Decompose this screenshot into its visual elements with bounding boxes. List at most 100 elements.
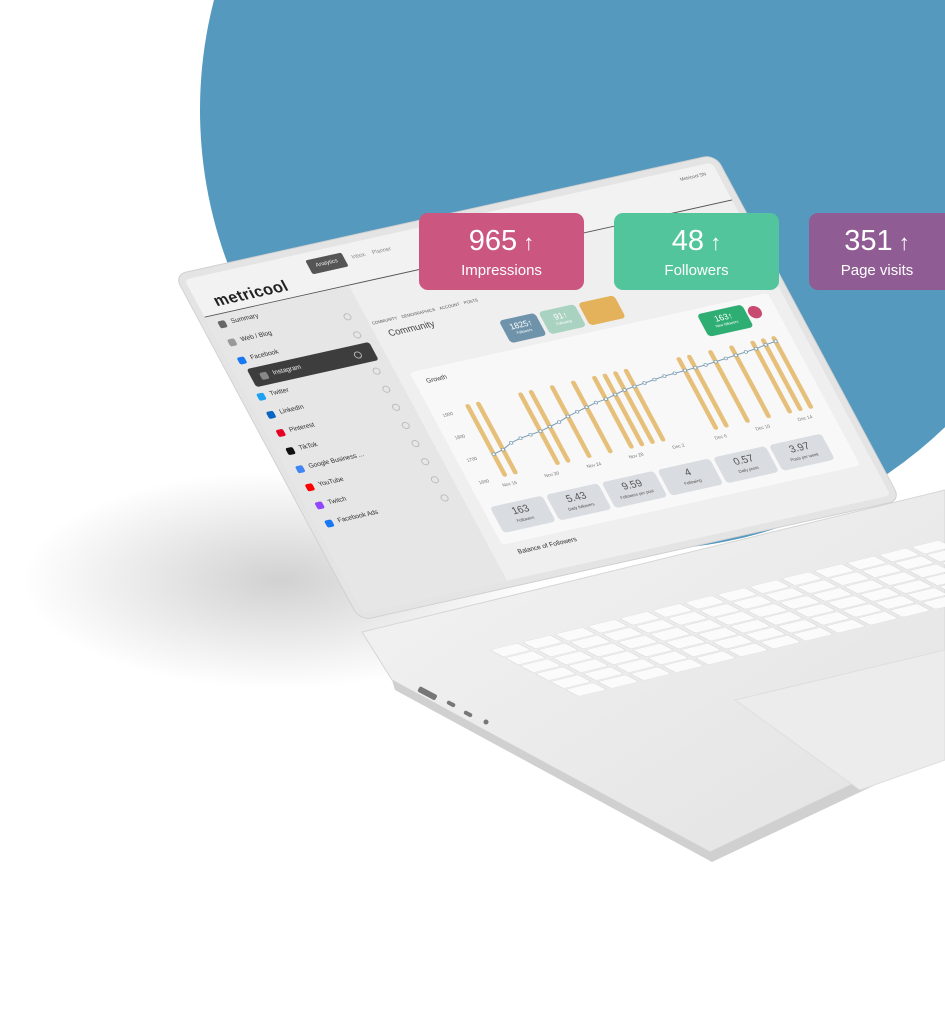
x-tick-label: Dec 14 xyxy=(797,414,815,423)
key xyxy=(680,643,721,657)
key xyxy=(682,619,723,633)
page-visits-label: Page visits xyxy=(840,262,914,279)
bar xyxy=(592,375,634,449)
data-point xyxy=(713,359,718,364)
subtab-account[interactable]: ACCOUNT xyxy=(438,301,461,311)
data-point xyxy=(723,356,728,361)
posts-summary-card xyxy=(577,295,626,326)
bar xyxy=(518,392,560,465)
data-point xyxy=(743,350,748,354)
key xyxy=(652,603,693,617)
key xyxy=(825,619,866,633)
data-point xyxy=(763,343,768,347)
user-brand[interactable]: Metricool SN xyxy=(679,171,708,183)
data-point xyxy=(693,365,698,370)
keyboard xyxy=(490,540,945,697)
data-point xyxy=(652,377,657,382)
stat-card: 0.57 Daily posts xyxy=(713,445,780,484)
sidebar-item-label: Instagram xyxy=(271,364,303,377)
key xyxy=(602,627,643,641)
x-tick-label: Dec 6 xyxy=(714,433,729,441)
followers-value: 48 xyxy=(671,225,705,257)
add-icon[interactable] xyxy=(390,402,402,412)
add-icon[interactable] xyxy=(400,420,411,430)
subtab-community[interactable]: COMMUNITY xyxy=(371,315,399,326)
data-point xyxy=(733,353,738,357)
data-point xyxy=(518,436,523,440)
following-summary-card: 91↑ Following xyxy=(538,304,587,335)
pinterest-icon xyxy=(275,428,287,437)
key xyxy=(844,580,885,594)
page-visits-card: 351 ↑ Page visits xyxy=(809,213,945,290)
tab-analytics[interactable]: Analytics xyxy=(305,252,349,275)
sidebar-item-label: LinkedIn xyxy=(278,404,306,416)
key xyxy=(583,667,624,681)
add-icon[interactable] xyxy=(438,493,450,502)
tab-planner[interactable]: Planner xyxy=(371,246,393,256)
bar xyxy=(687,354,729,428)
bar xyxy=(549,385,592,458)
add-icon[interactable] xyxy=(352,350,364,359)
bar xyxy=(571,380,613,454)
key xyxy=(842,603,883,617)
arrow-up-icon: ↑ xyxy=(898,230,910,255)
x-tick-label: Dec 10 xyxy=(755,424,773,433)
add-icon[interactable] xyxy=(409,438,421,448)
twitter-icon xyxy=(255,392,267,401)
sidebar-item-label: YouTube xyxy=(317,476,346,488)
subtab-demographics[interactable]: DEMOGRAPHICS xyxy=(400,307,437,319)
bar xyxy=(476,401,518,475)
data-point xyxy=(565,414,570,419)
sidebar-item-label: Facebook Ads xyxy=(336,509,380,525)
y-tick-label: 1900 xyxy=(442,411,455,419)
data-point xyxy=(753,346,759,351)
arrow-up-icon: ↑ xyxy=(710,230,722,255)
data-point xyxy=(703,363,708,367)
youtube-icon xyxy=(304,482,316,492)
bar xyxy=(729,345,771,419)
add-icon[interactable] xyxy=(419,457,431,466)
sidebar-item-label: Twitch xyxy=(326,495,348,506)
add-icon[interactable] xyxy=(370,366,382,375)
key xyxy=(795,603,835,617)
key xyxy=(615,659,656,673)
bar xyxy=(771,336,814,409)
key xyxy=(620,611,661,625)
add-icon[interactable] xyxy=(429,475,441,484)
key xyxy=(587,619,628,633)
key xyxy=(570,635,611,649)
subtab-posts[interactable]: POSTS xyxy=(462,297,479,306)
audio-jack xyxy=(483,719,489,725)
x-tick-label: Nov 16 xyxy=(501,480,519,489)
bar xyxy=(676,357,719,430)
add-icon[interactable] xyxy=(341,312,353,321)
stat-card: 4 Following xyxy=(657,458,724,496)
key xyxy=(555,627,596,641)
bar xyxy=(760,338,803,412)
key xyxy=(730,619,771,633)
data-point xyxy=(491,452,496,456)
key xyxy=(522,635,563,649)
hdmi-port xyxy=(417,686,437,700)
key xyxy=(745,627,786,641)
stat-card: 3.97 Posts per week xyxy=(768,433,835,472)
data-point xyxy=(603,397,608,401)
add-icon[interactable] xyxy=(351,330,363,339)
data-point xyxy=(584,405,589,409)
key xyxy=(490,643,531,657)
impressions-card: 965 ↑ Impressions xyxy=(419,213,584,290)
linkedin-icon xyxy=(265,410,277,419)
key xyxy=(879,548,920,562)
stat-card: 5.43 Daily followers xyxy=(545,483,612,521)
followers-summary-card: 1825↑ Followers xyxy=(498,312,547,344)
bar xyxy=(708,350,750,423)
key xyxy=(892,580,933,594)
add-icon[interactable] xyxy=(380,384,392,394)
key xyxy=(648,651,689,665)
key xyxy=(926,548,945,562)
key xyxy=(700,603,740,617)
data-point xyxy=(672,371,677,376)
bar xyxy=(750,340,792,414)
main-tabs: Analytics Inbox Planner xyxy=(305,242,395,275)
tab-inbox[interactable]: Inbox xyxy=(350,252,367,261)
